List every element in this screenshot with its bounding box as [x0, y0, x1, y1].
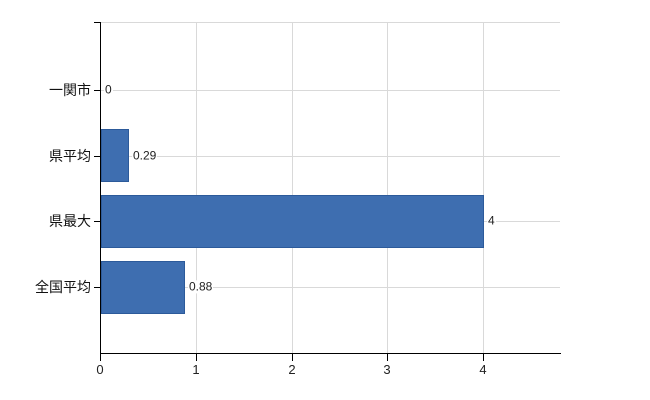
v-gridline — [292, 22, 293, 353]
x-tick-label: 4 — [479, 362, 487, 377]
y-axis-line — [100, 22, 101, 361]
category-label: 県最大 — [49, 213, 91, 230]
value-label: 0.29 — [132, 148, 158, 163]
x-tick-label: 1 — [192, 362, 200, 377]
y-tick-mark — [94, 287, 100, 288]
y-tick-mark — [94, 221, 100, 222]
y-axis-top-tick — [94, 22, 100, 23]
bar — [101, 261, 185, 314]
plot-top-border — [100, 22, 560, 23]
y-tick-mark — [94, 90, 100, 91]
h-gridline — [100, 287, 560, 288]
bar — [101, 195, 484, 248]
category-label: 県平均 — [49, 147, 91, 164]
v-gridline — [483, 22, 484, 353]
x-tick-mark — [387, 353, 388, 361]
category-label: 一関市 — [49, 82, 91, 98]
value-label: 0.88 — [188, 279, 214, 294]
x-axis-line — [100, 353, 561, 354]
value-label: 4 — [487, 213, 496, 228]
x-tick-label: 2 — [288, 362, 296, 377]
value-label: 0 — [104, 82, 113, 97]
v-gridline — [196, 22, 197, 353]
category-label: 全国平均 — [35, 279, 91, 295]
v-gridline — [387, 22, 388, 353]
h-gridline — [100, 156, 560, 157]
x-tick-mark — [292, 353, 293, 361]
x-tick-mark — [196, 353, 197, 361]
x-tick-mark — [483, 353, 484, 361]
x-tick-label: 3 — [383, 362, 391, 377]
h-gridline — [100, 90, 560, 91]
bar — [101, 129, 129, 182]
y-tick-mark — [94, 156, 100, 157]
x-tick-label: 0 — [96, 362, 104, 377]
